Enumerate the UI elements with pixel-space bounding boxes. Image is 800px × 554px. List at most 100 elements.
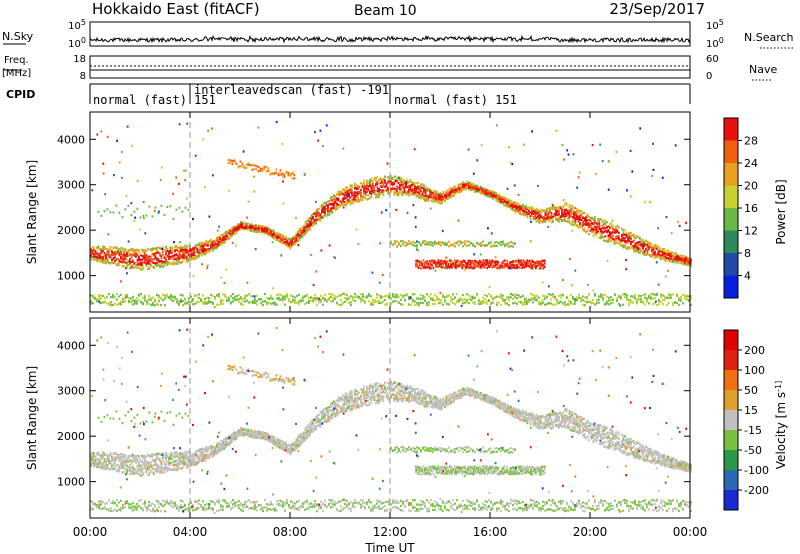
power-cell [277, 237, 280, 240]
power-cell [159, 260, 161, 263]
power-cell [360, 193, 362, 196]
power-cell [130, 264, 133, 267]
power-cell [254, 301, 256, 304]
power-cell [292, 298, 294, 301]
power-cell [566, 303, 568, 306]
power-cell [346, 187, 349, 190]
power-cell [375, 178, 377, 181]
power-cell [199, 248, 202, 251]
power-cell [385, 183, 388, 186]
power-cell [549, 210, 551, 213]
power-cell [109, 262, 112, 265]
power-cell [177, 256, 179, 259]
power-cell [426, 301, 428, 304]
power-cell [162, 253, 164, 256]
power-cell [354, 187, 356, 190]
power-cell [352, 199, 355, 202]
power-cell [656, 304, 658, 307]
power-cell [393, 182, 395, 186]
power-cell [364, 190, 367, 193]
power-cell [526, 212, 529, 215]
power-cell [585, 219, 587, 222]
power-cell [598, 227, 601, 230]
power-cell [538, 221, 541, 224]
power-cell [418, 192, 421, 195]
power-cell [573, 210, 575, 213]
power-cell [264, 232, 266, 235]
power-cell [218, 303, 220, 306]
power-cell [111, 250, 113, 253]
power-cell [318, 301, 320, 304]
power-cell [175, 245, 178, 248]
power-cell [180, 254, 182, 257]
power-cell [316, 214, 319, 218]
power-cell [330, 198, 332, 201]
power-cell [338, 294, 340, 297]
power-cell [439, 197, 442, 200]
power-cell [424, 196, 427, 199]
power-cell [247, 222, 250, 225]
power-cell [540, 219, 542, 222]
power-cell [136, 300, 138, 303]
power-cell [187, 244, 190, 247]
power-cell [264, 230, 266, 233]
power-cell [412, 191, 415, 194]
power-cell [396, 180, 398, 183]
power-cell [118, 295, 120, 298]
power-cell [198, 242, 200, 245]
power-cell [204, 250, 206, 253]
power-cell [210, 241, 212, 244]
power-cell [199, 253, 202, 256]
power-cell [496, 301, 498, 304]
cpid-row: CPID normal (fast) 151 interleavedscan (… [6, 83, 691, 107]
power-cell [517, 209, 520, 212]
power-cell [615, 236, 617, 239]
power-cell [535, 207, 538, 210]
power-cell [457, 186, 460, 189]
power-cell [369, 196, 371, 200]
power-cell [198, 301, 200, 304]
power-cell [117, 251, 119, 254]
power-cell [494, 296, 496, 299]
power-cell [355, 198, 358, 201]
power-cell [514, 201, 517, 204]
power-cell [157, 262, 160, 265]
power-cell [366, 183, 368, 186]
power-cell [262, 228, 265, 231]
power-cell [516, 209, 518, 212]
power-cell [612, 301, 614, 304]
power-cell [306, 293, 308, 296]
power-cell [606, 230, 608, 233]
power-cell [270, 233, 272, 236]
power-cell [686, 298, 688, 301]
power-cell [220, 298, 222, 301]
power-cell [572, 302, 574, 305]
power-cell [232, 227, 235, 230]
power-cell [292, 237, 295, 240]
power-cell [376, 193, 379, 196]
power-cell [100, 260, 103, 263]
power-cell [544, 295, 546, 298]
power-cell [508, 202, 511, 205]
power-cell [216, 236, 218, 240]
power-cell [99, 255, 101, 258]
power-cell [100, 256, 103, 259]
power-cell [400, 191, 403, 194]
power-cell [255, 227, 257, 230]
power-cell [123, 253, 125, 256]
power-cell [207, 242, 209, 245]
power-cell [524, 302, 526, 305]
power-cell [603, 235, 605, 238]
power-cell [388, 191, 391, 194]
power-cell [141, 264, 143, 268]
power-cell [348, 192, 350, 195]
power-cell [513, 205, 515, 208]
power-cell [584, 300, 586, 303]
power-cell [135, 249, 137, 252]
power-cell [412, 293, 414, 296]
power-cell [400, 303, 402, 306]
power-cell [372, 301, 374, 304]
power-cell [412, 193, 415, 197]
power-cell [261, 229, 263, 232]
power-cell [574, 215, 577, 218]
